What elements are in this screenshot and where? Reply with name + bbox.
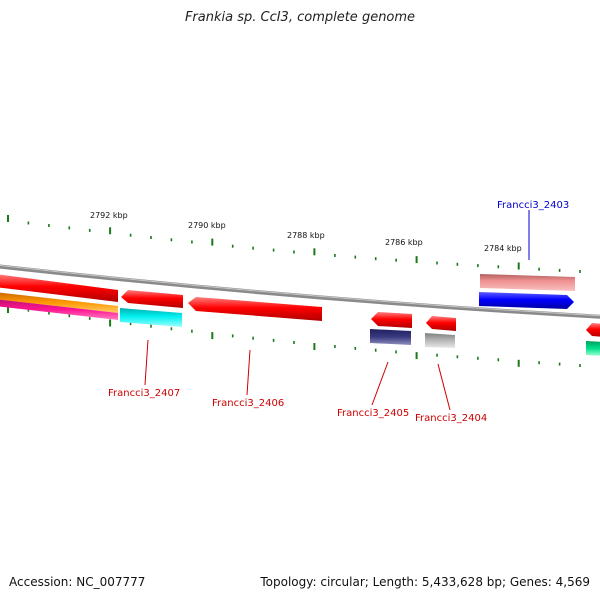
gene-left-magenta[interactable] bbox=[0, 299, 118, 320]
gene-2406-red[interactable] bbox=[188, 297, 322, 321]
inner-scale-ticks bbox=[7, 306, 581, 367]
outer-scale-ticks bbox=[7, 215, 581, 273]
gene-left-red[interactable] bbox=[0, 274, 118, 302]
genome-summary-text: Topology: circular; Length: 5,433,628 bp… bbox=[260, 575, 590, 589]
genome-backbone-highlight bbox=[0, 265, 600, 317]
gene-2404-gray[interactable] bbox=[425, 333, 455, 348]
gene-2405-purple[interactable] bbox=[370, 329, 411, 345]
scale-label-2786: 2786 kbp bbox=[385, 238, 423, 247]
scale-label-2788: 2788 kbp bbox=[287, 231, 325, 240]
gene-2403-pink[interactable] bbox=[480, 274, 575, 291]
gene-label-2404[interactable]: Francci3_2404 bbox=[415, 413, 487, 424]
gene-right-green[interactable] bbox=[586, 341, 600, 356]
gene-2404-red[interactable] bbox=[426, 316, 456, 331]
accession-text: Accession: NC_007777 bbox=[9, 575, 146, 589]
gene-label-2405[interactable]: Francci3_2405 bbox=[337, 408, 409, 419]
gene-2407-cyan[interactable] bbox=[120, 308, 182, 327]
gene-2403-blue[interactable] bbox=[479, 292, 574, 309]
gene-right-red[interactable] bbox=[586, 323, 600, 337]
scale-label-2784: 2784 kbp bbox=[484, 244, 522, 253]
gene-2407-red[interactable] bbox=[121, 290, 183, 308]
scale-label-2790: 2790 kbp bbox=[188, 221, 226, 230]
gene-2405-red[interactable] bbox=[371, 312, 412, 328]
leader-2407 bbox=[144, 339, 149, 386]
genome-backbone bbox=[0, 264, 600, 319]
gene-label-2407[interactable]: Francci3_2407 bbox=[108, 388, 180, 399]
gene-label-2406[interactable]: Francci3_2406 bbox=[212, 398, 284, 409]
leader-2404 bbox=[437, 363, 451, 411]
leader-2405 bbox=[371, 361, 389, 406]
scale-label-2792: 2792 kbp bbox=[90, 211, 128, 220]
leader-2406 bbox=[246, 349, 251, 396]
gene-left-orange[interactable] bbox=[0, 292, 118, 313]
gene-label-2403[interactable]: Francci3_2403 bbox=[497, 200, 569, 211]
page-title: Frankia sp. CcI3, complete genome bbox=[184, 10, 416, 25]
